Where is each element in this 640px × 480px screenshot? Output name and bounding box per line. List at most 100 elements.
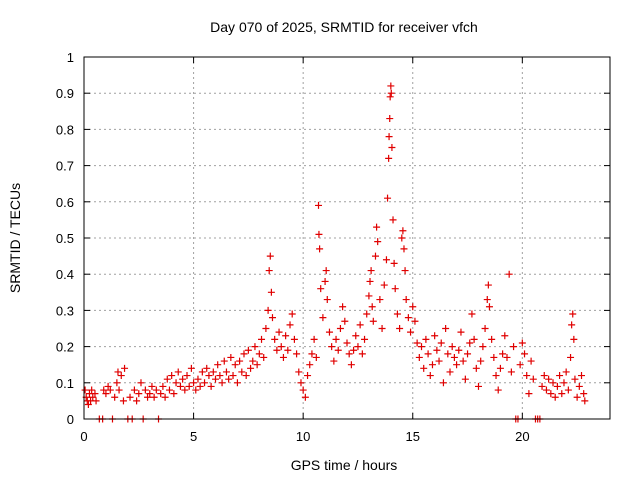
data-point — [104, 382, 112, 390]
data-point — [567, 353, 575, 361]
x-tick-labels: 0 5 10 15 20 — [80, 429, 529, 444]
y-tick-label: 0.5 — [56, 231, 74, 246]
data-point — [521, 350, 529, 358]
y-tick-label: 1 — [67, 50, 74, 65]
data-point — [455, 346, 463, 354]
data-point — [494, 386, 502, 394]
data-point — [400, 245, 408, 253]
chart-title: Day 070 of 2025, SRMTID for receiver vfc… — [210, 19, 478, 35]
data-point — [363, 310, 371, 318]
data-point — [525, 390, 533, 398]
data-point — [404, 314, 412, 322]
data-marks — [81, 82, 589, 423]
data-point — [415, 353, 423, 361]
data-point — [89, 393, 97, 401]
data-point — [130, 386, 138, 394]
data-point — [387, 82, 395, 90]
x-tick-label: 0 — [80, 429, 87, 444]
data-point — [503, 353, 511, 361]
data-point — [194, 375, 202, 383]
data-point — [562, 368, 570, 376]
data-point — [373, 223, 381, 231]
data-point — [490, 353, 498, 361]
data-point — [339, 303, 347, 311]
data-point — [401, 267, 409, 275]
data-point — [332, 335, 340, 343]
data-point — [553, 382, 561, 390]
data-point — [422, 335, 430, 343]
data-point — [161, 393, 169, 401]
data-point — [146, 390, 154, 398]
data-point — [371, 252, 379, 260]
data-point — [507, 368, 515, 376]
data-point — [369, 317, 377, 325]
data-point — [152, 386, 160, 394]
data-point — [168, 372, 176, 380]
data-point — [389, 216, 397, 224]
y-axis-label: SRMTID / TECUs — [7, 183, 23, 293]
data-point — [126, 393, 134, 401]
data-point — [581, 397, 589, 405]
data-point — [505, 270, 513, 278]
data-point — [163, 375, 171, 383]
data-point — [418, 343, 426, 351]
data-point — [273, 346, 281, 354]
data-point — [527, 357, 535, 365]
data-point — [388, 144, 396, 151]
data-point — [426, 372, 434, 380]
data-point — [459, 357, 467, 365]
data-point — [312, 353, 320, 361]
data-point — [398, 234, 406, 242]
data-point — [201, 379, 209, 387]
data-point — [150, 393, 158, 401]
x-axis-label: GPS time / hours — [291, 457, 398, 473]
data-point — [198, 368, 206, 376]
x-tick-label: 15 — [406, 429, 420, 444]
data-point — [279, 353, 287, 361]
data-point — [386, 93, 394, 101]
data-point — [575, 382, 583, 390]
data-point — [174, 368, 182, 376]
data-point — [399, 227, 407, 235]
data-point — [391, 285, 399, 293]
x-tick-label: 10 — [296, 429, 310, 444]
data-point — [496, 364, 504, 372]
data-point — [141, 386, 149, 394]
data-point — [367, 267, 375, 275]
data-point — [225, 375, 233, 383]
data-point — [297, 379, 305, 387]
data-point — [100, 386, 108, 394]
data-point — [258, 335, 266, 343]
data-point — [568, 321, 576, 329]
data-point — [205, 372, 213, 380]
data-point — [275, 328, 283, 336]
data-point — [84, 401, 92, 409]
data-point — [523, 372, 531, 380]
data-point — [374, 238, 382, 246]
data-point — [538, 382, 546, 390]
data-point — [286, 321, 294, 329]
data-point — [368, 303, 376, 311]
x-tick-label: 20 — [515, 429, 529, 444]
data-point — [516, 361, 524, 369]
data-point — [321, 277, 329, 285]
data-point — [271, 335, 279, 343]
data-point — [284, 346, 292, 354]
data-point — [115, 386, 123, 394]
plot-frame — [83, 56, 611, 420]
data-point — [437, 339, 445, 347]
data-point — [306, 361, 314, 369]
y-tick-label: 0.2 — [56, 340, 74, 355]
data-point — [170, 390, 178, 398]
data-point — [376, 296, 384, 304]
data-point — [222, 368, 230, 376]
data-point — [387, 89, 395, 97]
data-point — [407, 328, 415, 336]
data-point — [556, 372, 564, 380]
data-point — [330, 357, 338, 365]
data-point — [203, 364, 211, 372]
x-tick-label: 5 — [190, 429, 197, 444]
data-point — [247, 364, 255, 372]
data-point — [190, 379, 198, 387]
